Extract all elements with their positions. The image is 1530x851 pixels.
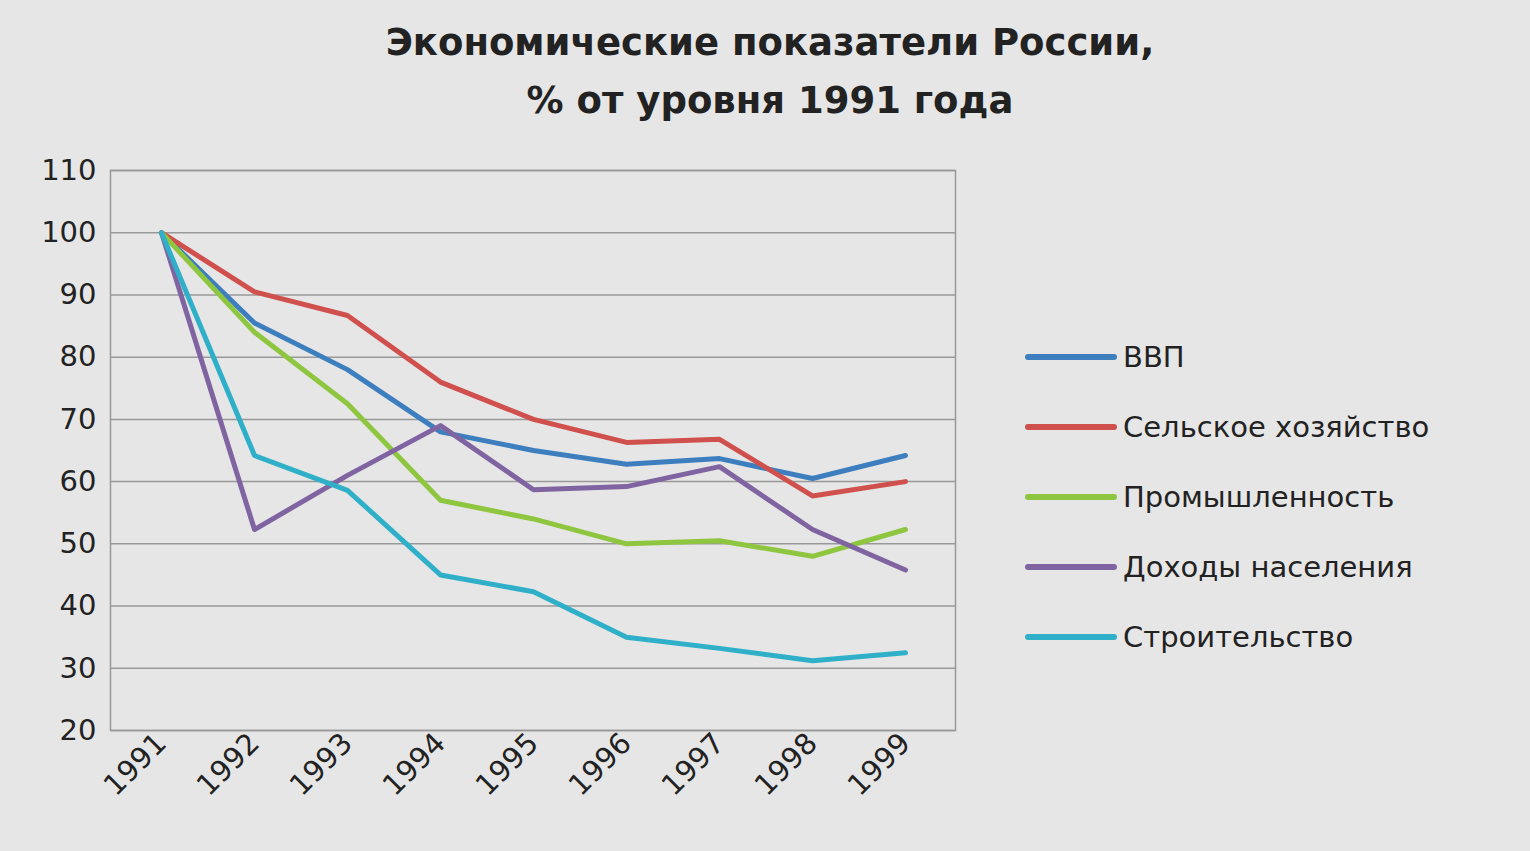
svg-text:90: 90 [60, 277, 97, 311]
html-text:Строительство: Строительство [1123, 620, 1354, 654]
html-text:Доходы населения: Доходы населения [1123, 550, 1413, 584]
svg-text:50: 50 [60, 526, 97, 560]
svg-text:60: 60 [60, 464, 97, 498]
svg-text:110: 110 [41, 153, 96, 187]
svg-text:1997: 1997 [655, 726, 731, 802]
svg-text:20: 20 [60, 713, 97, 747]
svg-text:1991: 1991 [97, 726, 173, 802]
html-text:Сельское хозяйство: Сельское хозяйство [1123, 410, 1430, 444]
svg-text:100: 100 [41, 215, 96, 249]
svg-text:1994: 1994 [376, 726, 452, 802]
svg-text:1999: 1999 [841, 726, 917, 802]
html-text:ВВП: ВВП [1123, 340, 1185, 374]
svg-text:40: 40 [60, 588, 97, 622]
html-text:Экономические показатели Росси: Экономические показатели России, [385, 21, 1155, 64]
svg-text:30: 30 [60, 651, 97, 685]
svg-text:80: 80 [60, 339, 97, 373]
html-text:Промышленность: Промышленность [1123, 480, 1395, 514]
svg-text:1996: 1996 [562, 726, 638, 802]
svg-text:1992: 1992 [190, 726, 266, 802]
svg-text:1995: 1995 [469, 726, 545, 802]
svg-text:1993: 1993 [283, 726, 359, 802]
html-text:% от уровня 1991 года: % от уровня 1991 года [526, 79, 1014, 122]
svg-text:70: 70 [60, 402, 97, 436]
svg-text:1998: 1998 [748, 726, 824, 802]
